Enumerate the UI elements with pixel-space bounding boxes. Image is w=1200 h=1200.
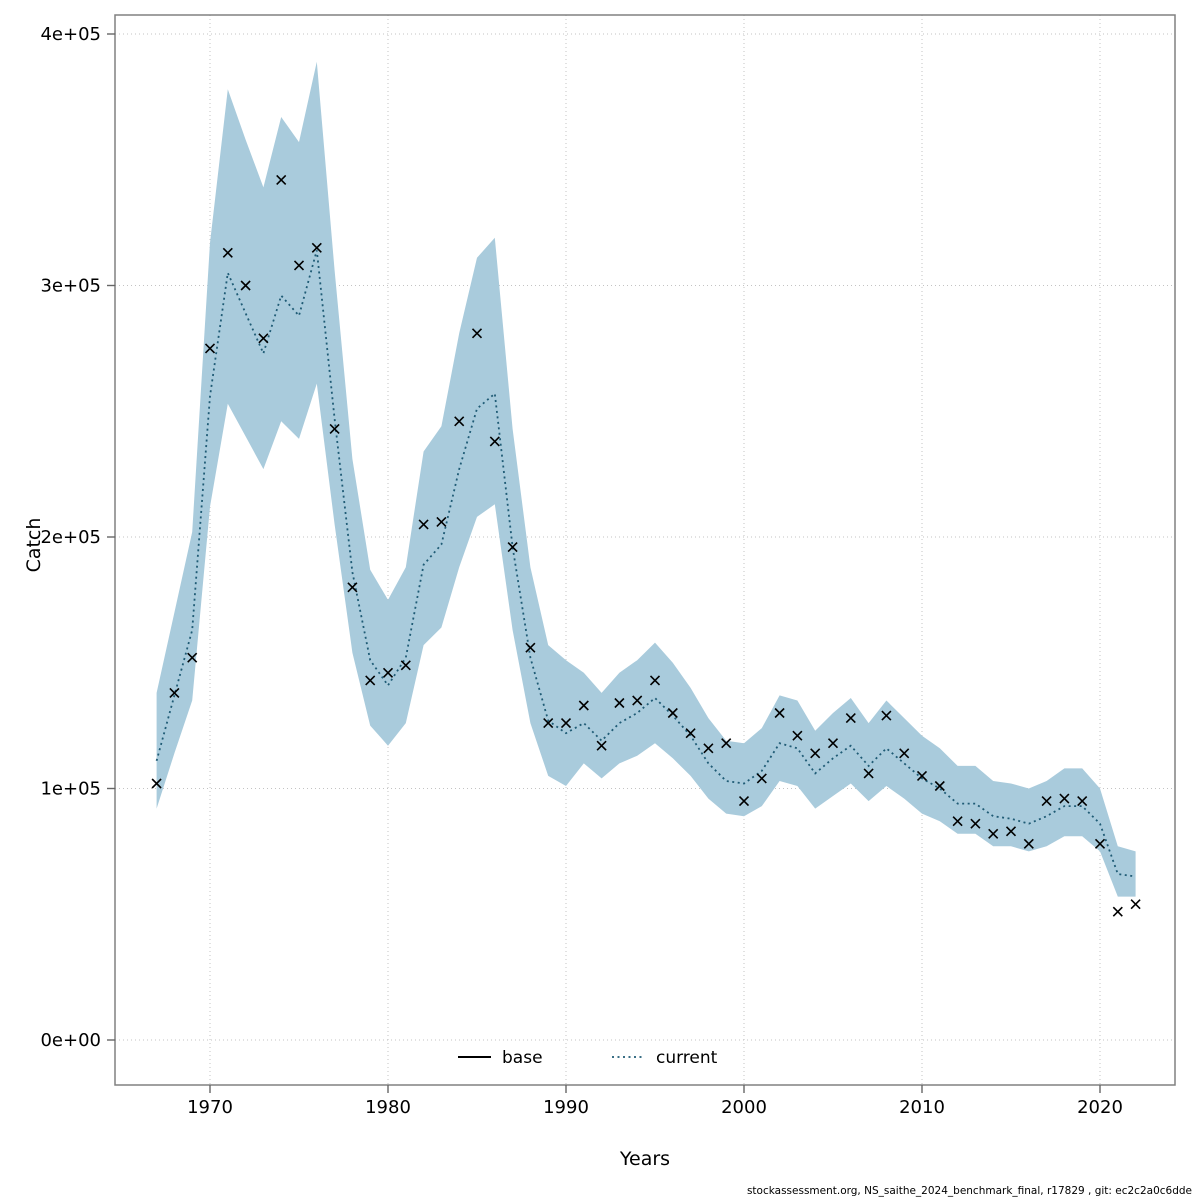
observed-marker [436, 516, 447, 527]
observed-marker [365, 675, 376, 686]
observed-marker [329, 423, 340, 434]
observed-marker [703, 743, 714, 754]
observed-marker [400, 660, 411, 671]
observed-marker [756, 773, 767, 784]
x-tick-label: 1980 [365, 1097, 411, 1118]
observed-marker [1059, 793, 1070, 804]
x-tick-label: 1970 [187, 1097, 233, 1118]
observed-marker [721, 738, 732, 749]
observed-markers-layer [151, 174, 1141, 917]
observed-marker [774, 707, 785, 719]
footer-citation: stockassessment.org, NS_saithe_2024_benc… [747, 1185, 1192, 1197]
observed-marker [863, 768, 874, 779]
legend-base-label: base [502, 1048, 543, 1068]
observed-marker [596, 740, 607, 751]
observed-marker [988, 828, 999, 839]
observed-marker [276, 174, 287, 185]
confidence-band-layer [156, 61, 1136, 897]
x-tick-label: 1990 [543, 1097, 589, 1118]
observed-marker [151, 778, 162, 789]
observed-marker [649, 675, 661, 686]
observed-marker [810, 748, 821, 759]
observed-marker [899, 748, 910, 759]
y-tick-label: 4e+05 [40, 24, 101, 45]
x-tick-label: 2010 [899, 1097, 945, 1118]
observed-marker [471, 328, 483, 339]
observed-marker [952, 816, 963, 827]
observed-marker [1112, 906, 1123, 917]
observed-marker [240, 280, 251, 291]
observed-marker [970, 818, 981, 829]
observed-marker [543, 718, 554, 729]
observed-marker [1023, 838, 1034, 849]
x-tick-label: 2000 [721, 1097, 767, 1118]
observed-marker [632, 695, 643, 706]
axis-ticks: 1970 1980 1990 2000 2010 2020 0e+00 1e+05 2e+05 3… [40, 24, 1122, 1118]
observed-marker [916, 770, 928, 781]
observed-marker [1130, 899, 1141, 910]
observed-marker [507, 542, 518, 553]
y-tick-label: 1e+05 [40, 779, 101, 800]
observed-marker [934, 780, 945, 792]
observed-marker [204, 343, 216, 354]
legend-current-label: current [656, 1048, 718, 1068]
observed-marker [560, 718, 572, 729]
observed-marker [881, 710, 892, 721]
observed-marker [187, 652, 198, 663]
observed-marker [738, 796, 750, 807]
observed-marker [454, 416, 465, 427]
observed-marker [578, 700, 589, 711]
observed-marker [489, 436, 500, 447]
current-line-layer [155, 250, 1136, 878]
observed-marker [258, 333, 269, 344]
observed-marker [792, 730, 803, 741]
observed-marker [685, 728, 696, 739]
observed-marker [525, 642, 536, 653]
y-tick-label: 2e+05 [40, 527, 101, 548]
observed-marker [1041, 796, 1052, 807]
observed-marker [845, 713, 856, 724]
observed-marker [1077, 796, 1088, 807]
y-tick-label: 0e+00 [40, 1030, 101, 1051]
confidence-band [156, 61, 1136, 897]
plot-border [114, 14, 1176, 1086]
observed-marker [418, 519, 429, 530]
y-tick-label: 3e+05 [40, 276, 101, 297]
observed-marker [614, 697, 625, 709]
observed-marker [1005, 826, 1017, 837]
observed-marker [667, 707, 678, 719]
current-line [155, 250, 1136, 878]
observed-marker [311, 242, 322, 253]
observed-marker [347, 582, 358, 593]
observed-marker [827, 738, 839, 749]
x-tick-label: 2020 [1077, 1097, 1123, 1118]
observed-marker [382, 667, 394, 678]
observed-marker [293, 260, 305, 271]
observed-marker [222, 247, 233, 258]
legend: base current [458, 1048, 718, 1068]
y-axis-title: Catch [23, 518, 45, 573]
x-axis-title: Years [619, 1148, 670, 1170]
observed-marker [169, 687, 180, 698]
observed-marker [1094, 838, 1106, 849]
